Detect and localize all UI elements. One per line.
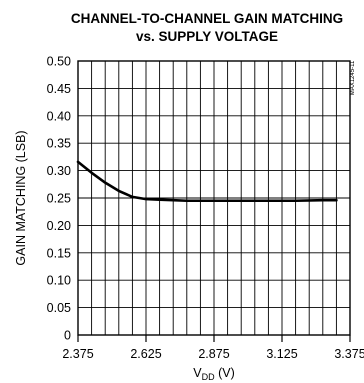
y-tick-label: 0 xyxy=(64,329,71,343)
x-tick-label: 2.875 xyxy=(198,347,229,361)
x-axis-label: VDD (V) xyxy=(193,366,234,382)
x-tick-label: 3.375 xyxy=(334,347,364,361)
chart-title-line2: vs. SUPPLY VOLTAGE xyxy=(136,29,278,44)
y-tick-label: 0.05 xyxy=(47,301,71,315)
chart-title-line1: CHANNEL-TO-CHANNEL GAIN MATCHING xyxy=(71,11,343,26)
grid xyxy=(78,61,350,335)
plot-frame xyxy=(77,60,351,336)
tick-labels: 0 0.05 0.10 0.15 0.20 0.25 0.30 0.35 0.40 0.45 0.5… xyxy=(47,55,364,362)
x-axis-label-main: V xyxy=(193,366,202,380)
y-tick-label: 0.45 xyxy=(47,82,71,96)
y-tick-label: 0.25 xyxy=(47,192,71,206)
x-axis-label-unit: (V) xyxy=(215,366,235,380)
y-axis-label: GAIN MATCHING (LSB) xyxy=(14,130,28,265)
series-line xyxy=(76,160,338,203)
axis-ticks xyxy=(77,335,351,342)
y-tick-label: 0.50 xyxy=(47,55,71,69)
x-tick-label: 3.125 xyxy=(266,347,297,361)
y-tick-label: 0.40 xyxy=(47,109,71,123)
y-tick-label: 0.35 xyxy=(47,137,71,151)
series-group xyxy=(76,160,338,203)
x-tick-label: 2.375 xyxy=(62,347,93,361)
y-tick-label: 0.10 xyxy=(47,274,71,288)
y-tick-label: 0.30 xyxy=(47,164,71,178)
x-tick-label: 2.625 xyxy=(130,347,161,361)
y-tick-label: 0.15 xyxy=(47,246,71,260)
side-id-label: MAX1245-11 xyxy=(350,60,356,95)
y-tick-label: 0.20 xyxy=(47,219,71,233)
x-axis-label-sub: DD xyxy=(202,372,215,382)
